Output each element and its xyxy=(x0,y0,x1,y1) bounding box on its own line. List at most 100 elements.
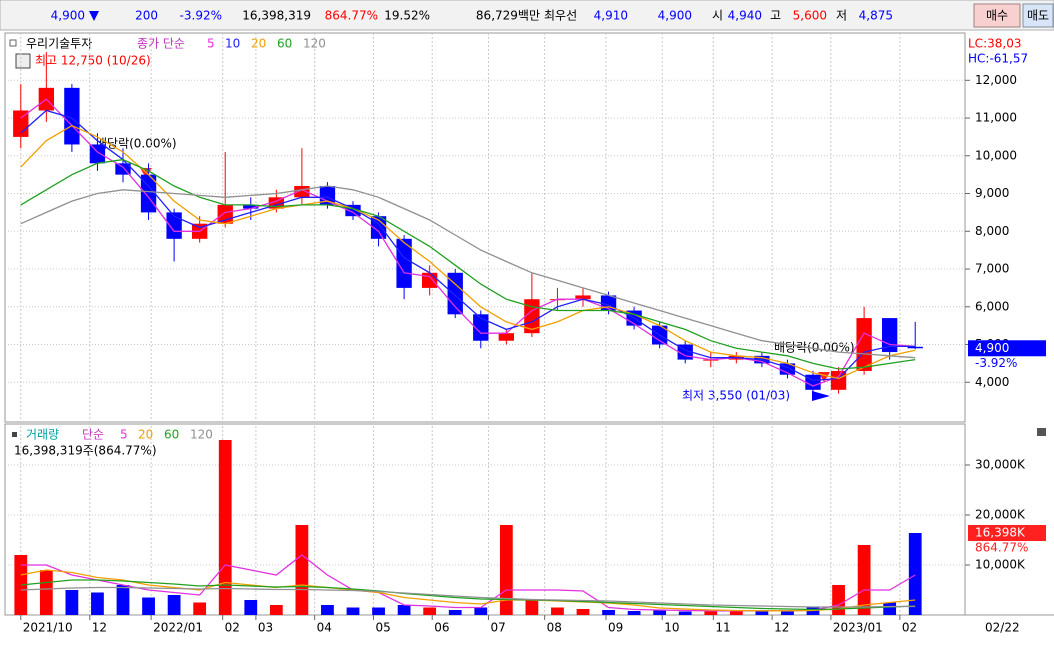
ma-line xyxy=(20,109,916,382)
volume-bar xyxy=(755,611,769,615)
volume-bar xyxy=(14,555,28,615)
legend-entry: 60 xyxy=(164,428,179,442)
low-annotation: 최저 3,550 (01/03) xyxy=(682,389,790,403)
x-tick-label: 10 xyxy=(664,621,679,635)
legend-entry: 10 xyxy=(225,37,240,51)
candle-body xyxy=(779,363,796,375)
y-tick-label: 10,000K xyxy=(975,558,1026,572)
ma-label: 종가 단순 xyxy=(137,37,185,51)
lc-label: LC:38,03 xyxy=(968,37,1021,51)
dividend-annotation: 배당락(0.00%) xyxy=(96,137,177,151)
volume-bar xyxy=(474,607,488,615)
x-tick-label: 07 xyxy=(490,621,505,635)
volume-bar xyxy=(627,611,641,615)
volume-bar xyxy=(883,602,897,615)
volume-bar xyxy=(397,605,411,615)
x-tick-label: 08 xyxy=(547,621,562,635)
volume-bar xyxy=(346,607,360,615)
candle-body xyxy=(396,238,412,288)
candle-body xyxy=(856,318,872,371)
change: 200 xyxy=(135,9,158,23)
volume-bar xyxy=(806,607,820,615)
legend-entry: 5 xyxy=(207,37,215,51)
volume-ratio: 864.77% xyxy=(325,9,378,23)
volume-bar xyxy=(908,533,922,615)
top-bar xyxy=(0,0,1054,31)
high: 5,600 xyxy=(793,9,827,23)
volume-bar xyxy=(39,570,53,615)
y-tick-label: 11,000 xyxy=(975,111,1017,125)
market-cap: 86,729백만 xyxy=(476,9,540,23)
ma-line xyxy=(20,579,916,611)
stock-name: 우리기술투자 xyxy=(26,37,92,51)
x-tick-label: 05 xyxy=(375,621,390,635)
volume-bar xyxy=(448,610,462,615)
open: 4,940 xyxy=(728,9,762,23)
candle-body xyxy=(830,370,847,390)
price-panel xyxy=(4,32,966,423)
volume-bar xyxy=(65,590,79,615)
buy-label[interactable]: 매수 xyxy=(986,9,1008,23)
best-label: 최우선 xyxy=(544,9,577,23)
ma-line xyxy=(20,569,916,612)
table-icon xyxy=(15,53,31,69)
legend-entry: 5 xyxy=(120,428,128,442)
volume-bar xyxy=(602,610,615,615)
y-tick-label: 20,000K xyxy=(975,508,1026,522)
last-change-label: 864.77% xyxy=(975,541,1028,555)
y-tick-label: 7,000 xyxy=(975,262,1009,276)
panel-icon xyxy=(12,432,17,437)
volume-bar xyxy=(193,602,207,615)
candle-body xyxy=(473,314,489,341)
legend-entry: 60 xyxy=(277,37,292,51)
volume-bar xyxy=(499,525,513,615)
x-tick-label: 2022/01 xyxy=(153,621,203,635)
last-value-label: 16,398K xyxy=(975,526,1026,540)
x-tick-label: 02 xyxy=(902,621,917,635)
candle-body xyxy=(907,346,923,349)
candle-body xyxy=(882,318,898,353)
buy-button[interactable] xyxy=(973,3,1021,28)
legend-entry: 20 xyxy=(251,37,266,51)
high-annotation: 최고 12,750 (10/26) xyxy=(35,54,151,68)
candle-body xyxy=(166,212,182,239)
best-bid: 4,900 xyxy=(658,9,692,23)
volume-bar xyxy=(218,440,232,615)
x-tick-label: 2021/10 xyxy=(23,621,73,635)
candle-body xyxy=(115,163,131,175)
volume-title: 거래량 xyxy=(26,428,59,442)
volume-bar xyxy=(781,610,794,615)
ma-label: 단순 xyxy=(82,428,104,442)
last-value-box xyxy=(968,340,1046,357)
panel-icon xyxy=(1037,428,1046,436)
volume-bar xyxy=(704,611,718,615)
panel-icon xyxy=(9,39,17,47)
sell-label[interactable]: 매도 xyxy=(1027,9,1049,23)
x-tick-label: 11 xyxy=(715,621,730,635)
x-tick-label: 2023/01 xyxy=(833,621,883,635)
ma-line xyxy=(20,124,916,380)
x-tick-label: 12 xyxy=(92,621,107,635)
volume-bar xyxy=(142,597,155,615)
last-value-box xyxy=(968,525,1046,542)
candle-body xyxy=(319,185,336,205)
price: 4,900 xyxy=(51,9,85,23)
ma-line xyxy=(20,98,916,387)
candle-body xyxy=(268,197,284,209)
candle-body xyxy=(447,272,463,315)
sell-button[interactable] xyxy=(1022,3,1054,28)
ma-line xyxy=(20,158,916,370)
volume-bar xyxy=(295,525,309,615)
y-tick-label: 8,000 xyxy=(975,224,1009,238)
volume-bar xyxy=(551,607,564,615)
low-label: 저 xyxy=(836,9,847,23)
y-tick-label: 9,000 xyxy=(975,186,1009,200)
candle-body xyxy=(422,272,438,288)
legend-entry: 120 xyxy=(190,428,213,442)
candle-body xyxy=(575,295,591,300)
open-label: 시 xyxy=(712,9,723,23)
candle-body xyxy=(498,333,514,341)
volume-bar xyxy=(244,600,258,615)
low-marker xyxy=(812,391,830,401)
